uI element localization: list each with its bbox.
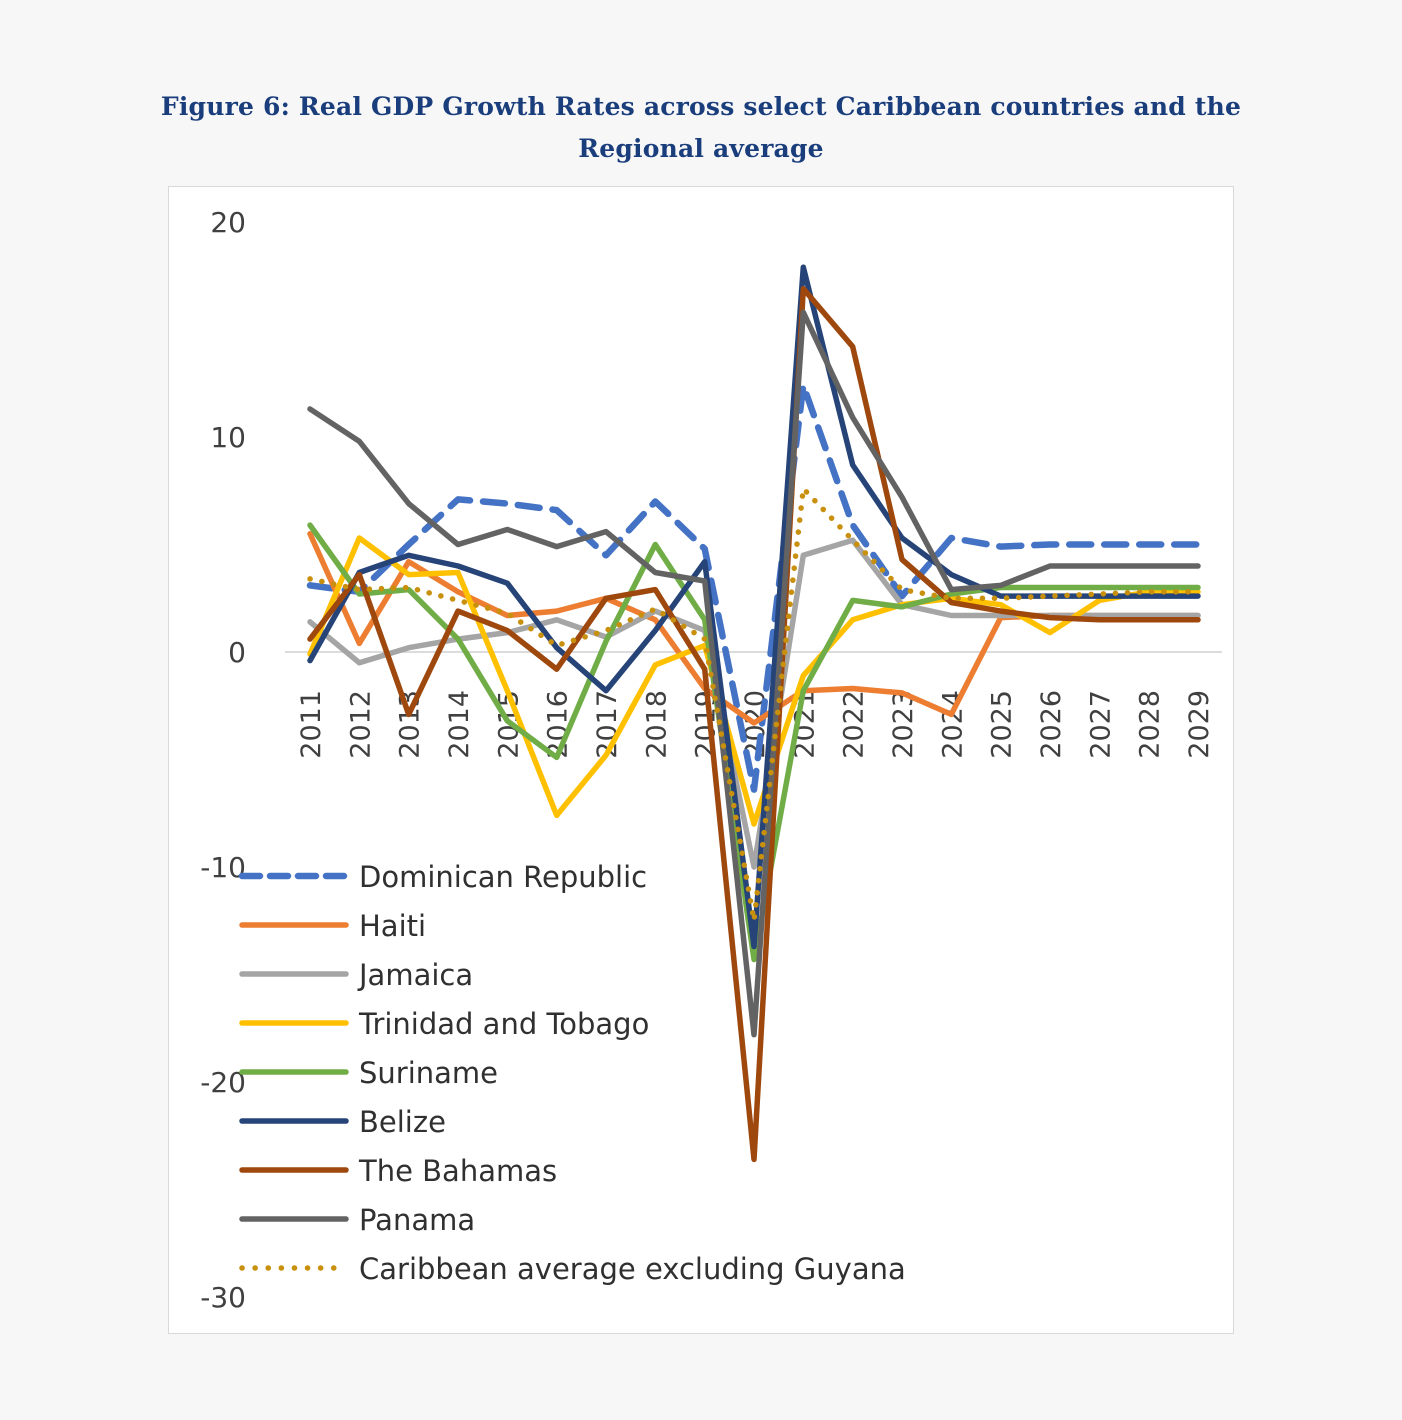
legend-label: Suriname [359, 1056, 498, 1090]
x-tick-label: 2014 [444, 690, 475, 759]
legend-item: Jamaica [239, 958, 473, 992]
series-line-suriname [307, 522, 1201, 963]
y-tick-label: 0 [228, 636, 246, 669]
y-tick-label: 20 [210, 206, 246, 239]
x-tick-label: 2012 [345, 690, 376, 759]
x-tick-label: 2029 [1184, 690, 1215, 759]
x-tick-label: 2013 [395, 690, 426, 759]
y-tick-label: -20 [200, 1066, 246, 1099]
series-line-trinidad-and-tobago [307, 535, 1201, 827]
legend-label: Jamaica [357, 958, 473, 992]
x-tick-label: 2026 [1036, 690, 1067, 759]
series-line-belize [307, 264, 1201, 950]
legend-item: Trinidad and Tobago [239, 1007, 649, 1041]
chart-panel [168, 186, 1234, 1334]
legend-item: Haiti [239, 909, 426, 943]
series-line-panama [307, 309, 1201, 1038]
legend-label: Dominican Republic [359, 860, 647, 894]
x-tick-label: 2025 [987, 690, 1018, 759]
legend-item: Belize [239, 1105, 446, 1139]
y-axis: 20 10 0 -10 -20 -30 [200, 206, 246, 1314]
legend-label: The Bahamas [358, 1154, 557, 1188]
legend-label: Panama [359, 1203, 475, 1237]
x-tick-label: 2018 [641, 690, 672, 759]
legend-label: Belize [359, 1105, 446, 1139]
legend-item: Dominican Republic [238, 860, 647, 894]
series-line-dominican-republic [306, 382, 1202, 793]
legend-label: Haiti [359, 909, 426, 943]
series-lines [306, 264, 1202, 1163]
chart-title-line-1: Figure 6: Real GDP Growth Rates across s… [160, 92, 1242, 121]
y-tick-label: 10 [210, 421, 246, 454]
legend-item: The Bahamas [239, 1154, 557, 1188]
legend-item: Panama [239, 1203, 475, 1237]
x-tick-label: 2028 [1135, 690, 1166, 759]
x-tick-label: 2023 [888, 690, 919, 759]
x-tick-label: 2022 [839, 690, 870, 759]
legend-label: Caribbean average excluding Guyana [359, 1252, 906, 1286]
x-tick-label: 2027 [1085, 690, 1116, 759]
y-tick-label: -10 [200, 851, 246, 884]
legend-label: Trinidad and Tobago [358, 1007, 649, 1041]
chart-title: Figure 6: Real GDP Growth Rates across s… [150, 86, 1252, 170]
x-tick-label: 2011 [296, 690, 327, 759]
series-line-the-bahamas [307, 285, 1201, 1163]
y-tick-label: -30 [200, 1281, 246, 1314]
x-tick-label: 2024 [937, 690, 968, 759]
legend-item: Suriname [239, 1056, 498, 1090]
legend: Dominican Republic Haiti Jamaica Trinidad a… [238, 860, 906, 1286]
legend-item: Caribbean average excluding Guyana [239, 1252, 906, 1286]
chart-title-line-2: Regional average [578, 134, 824, 163]
